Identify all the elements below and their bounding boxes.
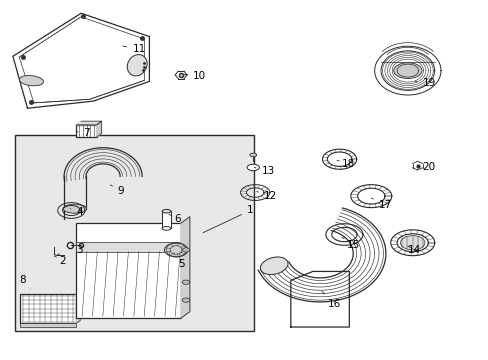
Ellipse shape: [246, 164, 259, 171]
Text: 1: 1: [203, 206, 253, 233]
Ellipse shape: [164, 243, 187, 257]
Bar: [76, 223, 181, 318]
Bar: [20, 323, 76, 327]
Text: 17: 17: [370, 198, 391, 210]
Text: 16: 16: [322, 291, 340, 309]
Ellipse shape: [400, 235, 424, 250]
Polygon shape: [76, 121, 102, 125]
Text: 9: 9: [110, 185, 124, 196]
Bar: [15, 135, 254, 330]
Ellipse shape: [127, 55, 147, 76]
Bar: [76, 242, 181, 252]
Ellipse shape: [162, 210, 170, 213]
Ellipse shape: [260, 257, 287, 275]
Text: 18: 18: [336, 159, 355, 169]
Polygon shape: [13, 13, 149, 108]
Polygon shape: [290, 271, 348, 327]
Text: 2: 2: [54, 256, 66, 266]
Text: 20: 20: [417, 162, 435, 172]
Polygon shape: [76, 291, 80, 323]
Text: 10: 10: [183, 71, 206, 81]
Polygon shape: [181, 217, 189, 318]
Text: 6: 6: [168, 214, 180, 224]
Ellipse shape: [249, 153, 256, 157]
Text: 15: 15: [341, 237, 359, 249]
Text: 19: 19: [414, 78, 435, 88]
Text: 5: 5: [173, 253, 185, 269]
Bar: [162, 211, 170, 228]
Text: 4: 4: [70, 207, 83, 217]
Ellipse shape: [393, 63, 421, 78]
Text: 14: 14: [407, 245, 420, 255]
Ellipse shape: [182, 248, 189, 252]
Bar: [20, 294, 76, 323]
Ellipse shape: [20, 76, 43, 86]
Text: 12: 12: [256, 191, 277, 201]
Ellipse shape: [182, 298, 189, 302]
Text: 11: 11: [122, 44, 145, 54]
Bar: [76, 125, 97, 137]
Text: 7: 7: [76, 129, 90, 138]
Ellipse shape: [63, 204, 86, 213]
Polygon shape: [97, 121, 102, 137]
Text: 8: 8: [19, 275, 30, 289]
Ellipse shape: [182, 280, 189, 284]
Text: 13: 13: [254, 166, 274, 176]
Ellipse shape: [162, 226, 170, 230]
Text: 3: 3: [71, 245, 83, 255]
